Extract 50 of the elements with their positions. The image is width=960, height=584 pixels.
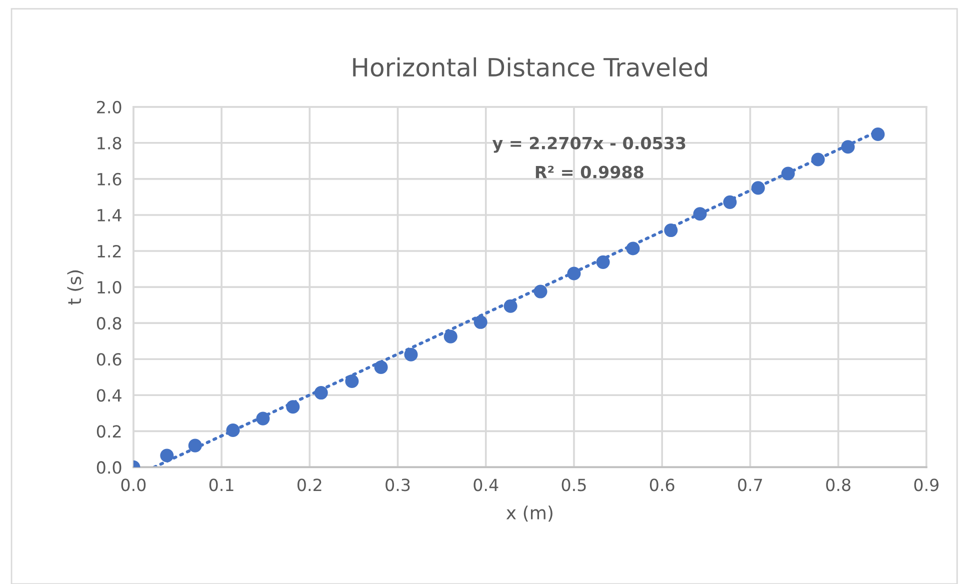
y-tick-label: 0.4 (96, 389, 122, 402)
point (596, 255, 610, 269)
point (286, 400, 300, 414)
point (841, 140, 855, 154)
y-tick-label: 0.0 (96, 461, 122, 474)
point (314, 386, 328, 400)
point (781, 166, 795, 180)
y-tick-label: 1.6 (98, 172, 122, 186)
point (534, 284, 548, 298)
point (345, 374, 359, 388)
x-tick-label: 0.6 (650, 478, 674, 492)
point (474, 315, 488, 329)
point (444, 330, 458, 344)
annotation: R² = 0.9988 (536, 166, 644, 178)
x-tick-label: 0.8 (826, 478, 850, 492)
point (504, 299, 518, 313)
x-tick-label: 0.9 (914, 478, 938, 492)
y-tick-label: 0.2 (96, 425, 121, 438)
x-tick-label: 0.3 (386, 478, 410, 492)
y-tick-label: 0.8 (96, 317, 122, 330)
point (188, 438, 202, 452)
x-tick-label: 0.7 (738, 478, 762, 492)
y-tick-label: 1.2 (98, 244, 121, 258)
point (626, 242, 640, 256)
point (693, 207, 707, 221)
point (256, 412, 270, 426)
point (226, 424, 240, 438)
point (404, 348, 418, 362)
x-tick-label: 0.0 (121, 478, 146, 492)
x-tick-label: 0.2 (298, 478, 322, 492)
x-tick-label: 0.4 (474, 478, 498, 492)
x-tick-label: 0.5 (562, 478, 586, 492)
y-tick-label: 2.0 (97, 100, 122, 114)
y-tick-label: 1.0 (98, 281, 122, 294)
point (811, 152, 825, 166)
point (751, 181, 765, 195)
y-tick-label: 0.6 (96, 353, 122, 366)
x-tick-label: 0.1 (209, 478, 234, 492)
chart-title: Horizontal Distance Traveled (353, 57, 707, 77)
y-axis-title: t (s) (67, 270, 84, 305)
x-axis-title: x (m) (506, 506, 552, 522)
point (374, 360, 388, 374)
point (871, 127, 885, 142)
point (664, 224, 678, 238)
point (567, 266, 581, 280)
annotation: y = 2.2707x - 0.0533 (492, 136, 686, 153)
point (160, 448, 174, 462)
point (723, 195, 737, 209)
y-tick-label: 1.8 (98, 136, 122, 150)
y-tick-label: 1.4 (98, 209, 122, 222)
